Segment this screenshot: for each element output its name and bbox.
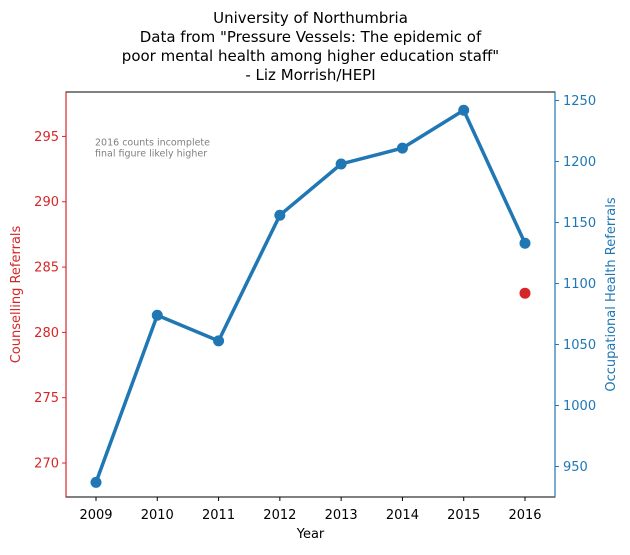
right-tick-label: 1050 <box>563 338 596 353</box>
annotation-line-0: 2016 counts incomplete <box>95 138 210 149</box>
left-tick-label: 270 <box>34 457 59 472</box>
series-point-2015 <box>458 104 470 116</box>
right-tick-label: 1200 <box>563 155 596 170</box>
x-tick-label: 2010 <box>141 508 174 523</box>
chart-title-line-1: Data from "Pressure Vessels: The epidemi… <box>140 28 482 46</box>
annotation-line-1: final figure likely higher <box>95 149 207 160</box>
left-y-axis-label: Counselling Referrals <box>9 225 24 363</box>
series-point-2009 <box>90 476 102 488</box>
right-tick-label: 1150 <box>563 216 596 231</box>
x-axis-label: Year <box>296 527 325 542</box>
right-tick-label: 1000 <box>563 399 596 414</box>
x-tick-label: 2014 <box>386 508 419 523</box>
series-point-2012 <box>274 209 286 221</box>
right-tick-label: 1250 <box>563 94 596 109</box>
left-tick-label: 290 <box>34 195 59 210</box>
chart-title-line-3: - Liz Morrish/HEPI <box>245 66 375 84</box>
chart-title-line-0: University of Northumbria <box>213 9 408 27</box>
left-tick-label: 295 <box>34 130 59 145</box>
series-layer <box>90 104 531 488</box>
left-tick-label: 280 <box>34 326 59 341</box>
chart-title-line-2: poor mental health among higher educatio… <box>122 47 499 65</box>
series-point-2011 <box>213 335 225 347</box>
counselling-point-2016 <box>519 287 531 299</box>
series-point-2013 <box>335 158 347 170</box>
left-axis: 270 275 280 285 290 295 <box>34 92 67 497</box>
x-tick-label: 2012 <box>263 508 296 523</box>
right-tick-label: 950 <box>563 460 588 475</box>
x-tick-label: 2016 <box>508 508 541 523</box>
right-axis: 950 1000 1050 1100 1150 1200 1250 <box>554 92 596 497</box>
right-tick-label: 1100 <box>563 277 596 292</box>
series-point-2016 <box>519 237 531 249</box>
x-tick-label: 2011 <box>202 508 235 523</box>
series-line <box>94 108 527 485</box>
right-y-axis-label: Occupational Health Referrals <box>604 197 619 391</box>
x-tick-label: 2015 <box>447 508 480 523</box>
x-tick-label: 2009 <box>79 508 112 523</box>
x-axis: 2009 2010 2011 2012 2013 2014 2015 2016 <box>79 497 542 523</box>
left-tick-label: 275 <box>34 391 59 406</box>
series-point-2010 <box>151 309 163 321</box>
x-tick-label: 2013 <box>325 508 358 523</box>
series-point-2014 <box>396 142 408 154</box>
left-tick-label: 285 <box>34 261 59 276</box>
